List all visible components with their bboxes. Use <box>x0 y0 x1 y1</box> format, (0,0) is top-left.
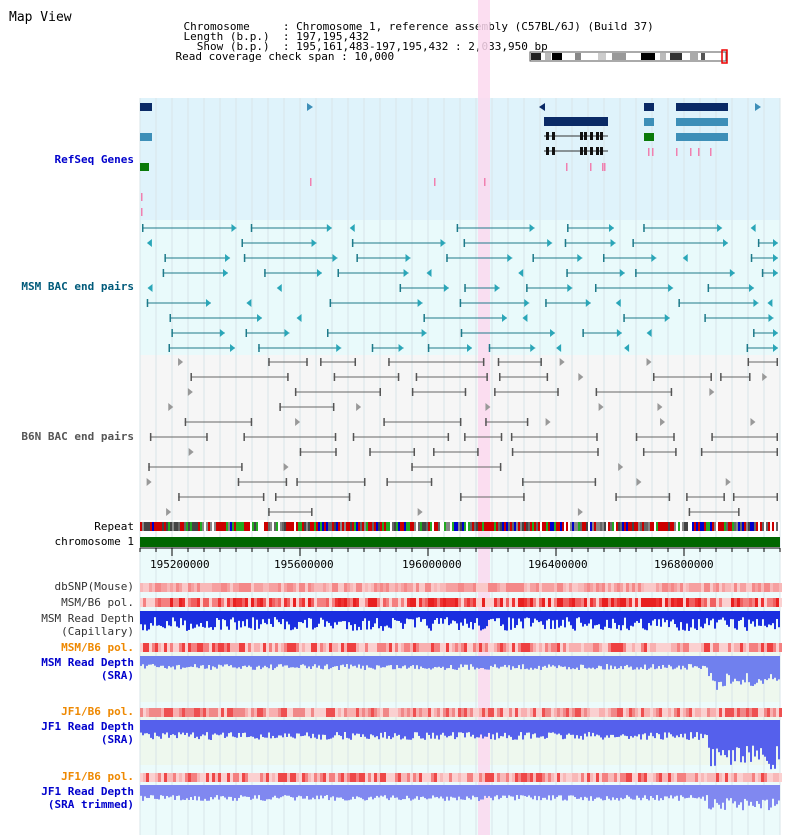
polymorphism-tracks[interactable] <box>140 583 782 782</box>
show-label: Show (b.p.) <box>196 40 270 53</box>
track-label-jf1-b6-pol[interactable]: JF1/B6 pol. <box>61 705 134 718</box>
track-label-dbsnp[interactable]: dbSNP(Mouse) <box>54 580 134 593</box>
page-title: Map View <box>9 10 72 25</box>
msm-bac-track[interactable] <box>142 224 778 352</box>
read-depth-tracks[interactable] <box>140 611 780 811</box>
track-label-msm-depth-sra[interactable]: MSM Read Depth <box>41 656 134 669</box>
gene-arrow <box>307 103 313 111</box>
gene-arrow <box>755 103 761 111</box>
axis-tick-label: 196000000 <box>402 558 462 571</box>
length-info-row: Length (b.p.) : 197,195,432 <box>183 30 369 43</box>
show-info-row: Show (b.p.) : 195,161,483-197,195,432 : … <box>196 40 548 53</box>
coverage-value: 10,000 <box>354 50 395 63</box>
track-label-jf1-b6-pol-2[interactable]: JF1/B6 pol. <box>61 770 134 783</box>
track-label-jf1-depth-sra-sub: (SRA) <box>100 733 134 746</box>
track-label-jf1-depth-trimmed[interactable]: JF1 Read Depth <box>41 785 134 798</box>
coverage-info-row: Read coverage check span : 10,000 <box>175 50 395 63</box>
track-label-msm-bac[interactable]: MSM BAC end pairs <box>21 280 134 293</box>
axis-tick-label: 196800000 <box>654 558 714 571</box>
track-label-refseq[interactable]: RefSeq Genes <box>54 153 134 166</box>
position-axis <box>139 547 781 556</box>
gene-block <box>644 118 654 126</box>
track-label-msm-depth-capillary-sub: (Capillary) <box>61 625 134 638</box>
chromosome-bar[interactable] <box>140 537 780 547</box>
gene-block <box>676 103 728 111</box>
chromosome-label: Chromosome <box>183 20 250 33</box>
length-value: 197,195,432 <box>296 30 369 43</box>
track-label-msm-b6-pol[interactable]: MSM/B6 pol. <box>61 596 134 609</box>
track-label-jf1-depth-trimmed-sub: (SRA trimmed) <box>47 798 134 811</box>
refseq-gene-track[interactable] <box>140 103 761 216</box>
axis-tick-label: 196400000 <box>528 558 588 571</box>
gene-block <box>676 133 728 141</box>
gene-block <box>140 163 149 171</box>
show-value: 195,161,483-197,195,432 : 2,033,950 bp <box>296 40 548 53</box>
track-label-repeat[interactable]: Repeat <box>94 520 134 533</box>
coverage-label: Read coverage check span <box>175 50 335 63</box>
track-label-chromosome[interactable]: chromosome 1 <box>54 535 134 548</box>
chromosome-ideogram[interactable] <box>529 49 728 64</box>
gene-block <box>676 118 728 126</box>
gene-block <box>544 117 608 126</box>
track-label-b6n-bac[interactable]: B6N BAC end pairs <box>21 430 134 443</box>
gene-block <box>140 133 152 141</box>
repeat-track[interactable] <box>140 522 780 531</box>
axis-tick-label: 195200000 <box>150 558 210 571</box>
track-label-msm-b6-pol-sra[interactable]: MSM/B6 pol. <box>61 641 134 654</box>
axis-tick-label: 195600000 <box>274 558 334 571</box>
track-label-msm-depth-capillary[interactable]: MSM Read Depth <box>41 612 134 625</box>
b6n-bac-track[interactable] <box>146 358 778 516</box>
gene-block <box>140 103 152 111</box>
gene-block <box>644 103 654 111</box>
length-label: Length (b.p.) <box>183 30 270 43</box>
track-label-msm-depth-sra-sub: (SRA) <box>100 669 134 682</box>
gene-block <box>644 133 654 141</box>
gene-arrow <box>539 103 545 111</box>
track-label-jf1-depth-sra[interactable]: JF1 Read Depth <box>41 720 134 733</box>
